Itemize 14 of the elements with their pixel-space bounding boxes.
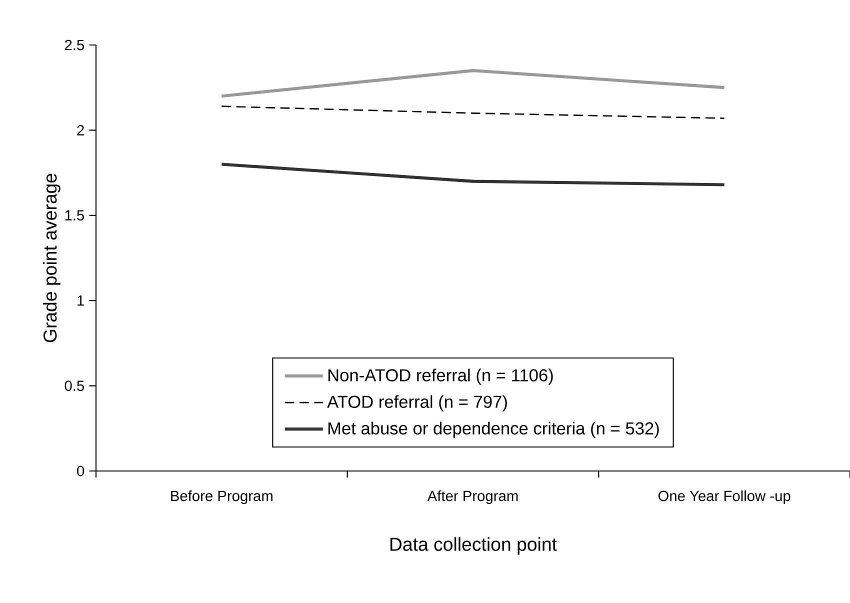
legend-label: Non-ATOD referral (n = 1106) (328, 368, 553, 385)
y-tick-label: 2 (77, 125, 84, 136)
x-axis-title: Data collection point (390, 537, 557, 555)
y-tick-label: 1.5 (65, 210, 84, 221)
x-tick-label: After Program (427, 490, 518, 504)
y-tick-label: 2.5 (64, 40, 84, 50)
x-tick-label: Before Program (171, 490, 272, 504)
y-tick-label: 1 (78, 296, 84, 306)
legend-label: ATOD referral (n = 797) (327, 395, 507, 412)
y-tick-label: 0.5 (64, 380, 84, 391)
y-axis-title: Grade point average (43, 174, 60, 342)
x-tick-label: One Year Follow -up (658, 490, 790, 504)
legend-label: Met abuse or dependence criteria (n = 532) (328, 422, 659, 438)
y-tick-label: 0 (77, 466, 84, 476)
